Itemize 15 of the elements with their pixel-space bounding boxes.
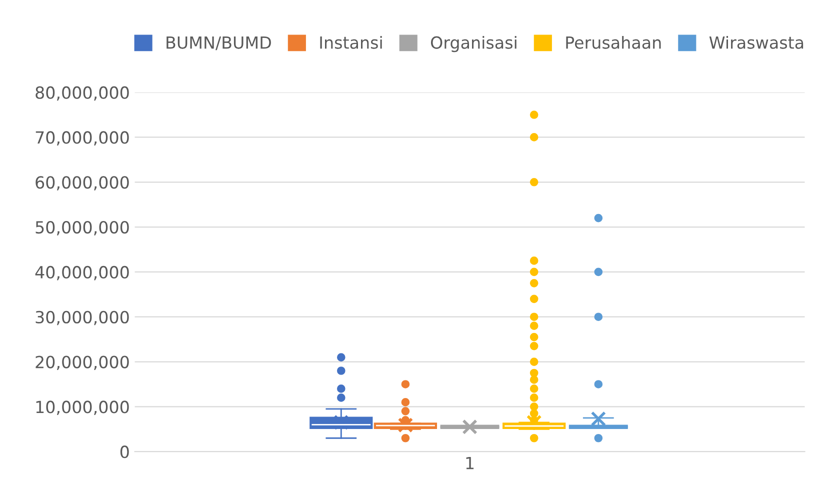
y-tick-label: 10,000,000: [36, 400, 129, 415]
x-tick-label: 1: [466, 456, 474, 470]
y-tick-label: 50,000,000: [36, 221, 129, 236]
y-tick-label: 20,000,000: [36, 356, 129, 370]
y-tick-label: 70,000,000: [36, 131, 129, 146]
legend-label: Instansi: [320, 36, 382, 49]
y-tick-label: 0: [120, 446, 129, 458]
y-tick-label: 30,000,000: [36, 310, 129, 326]
y-tick-label: 60,000,000: [36, 176, 129, 190]
legend-label: Organisasi: [430, 36, 516, 52]
y-tick-label: 80,000,000: [36, 86, 129, 101]
y-tick-label: 40,000,000: [35, 266, 129, 280]
legend-label: Perusahaan: [566, 36, 661, 49]
legend-label: Wiraswasta: [709, 36, 804, 49]
legend-label: BUMN/BUMD: [166, 36, 271, 50]
